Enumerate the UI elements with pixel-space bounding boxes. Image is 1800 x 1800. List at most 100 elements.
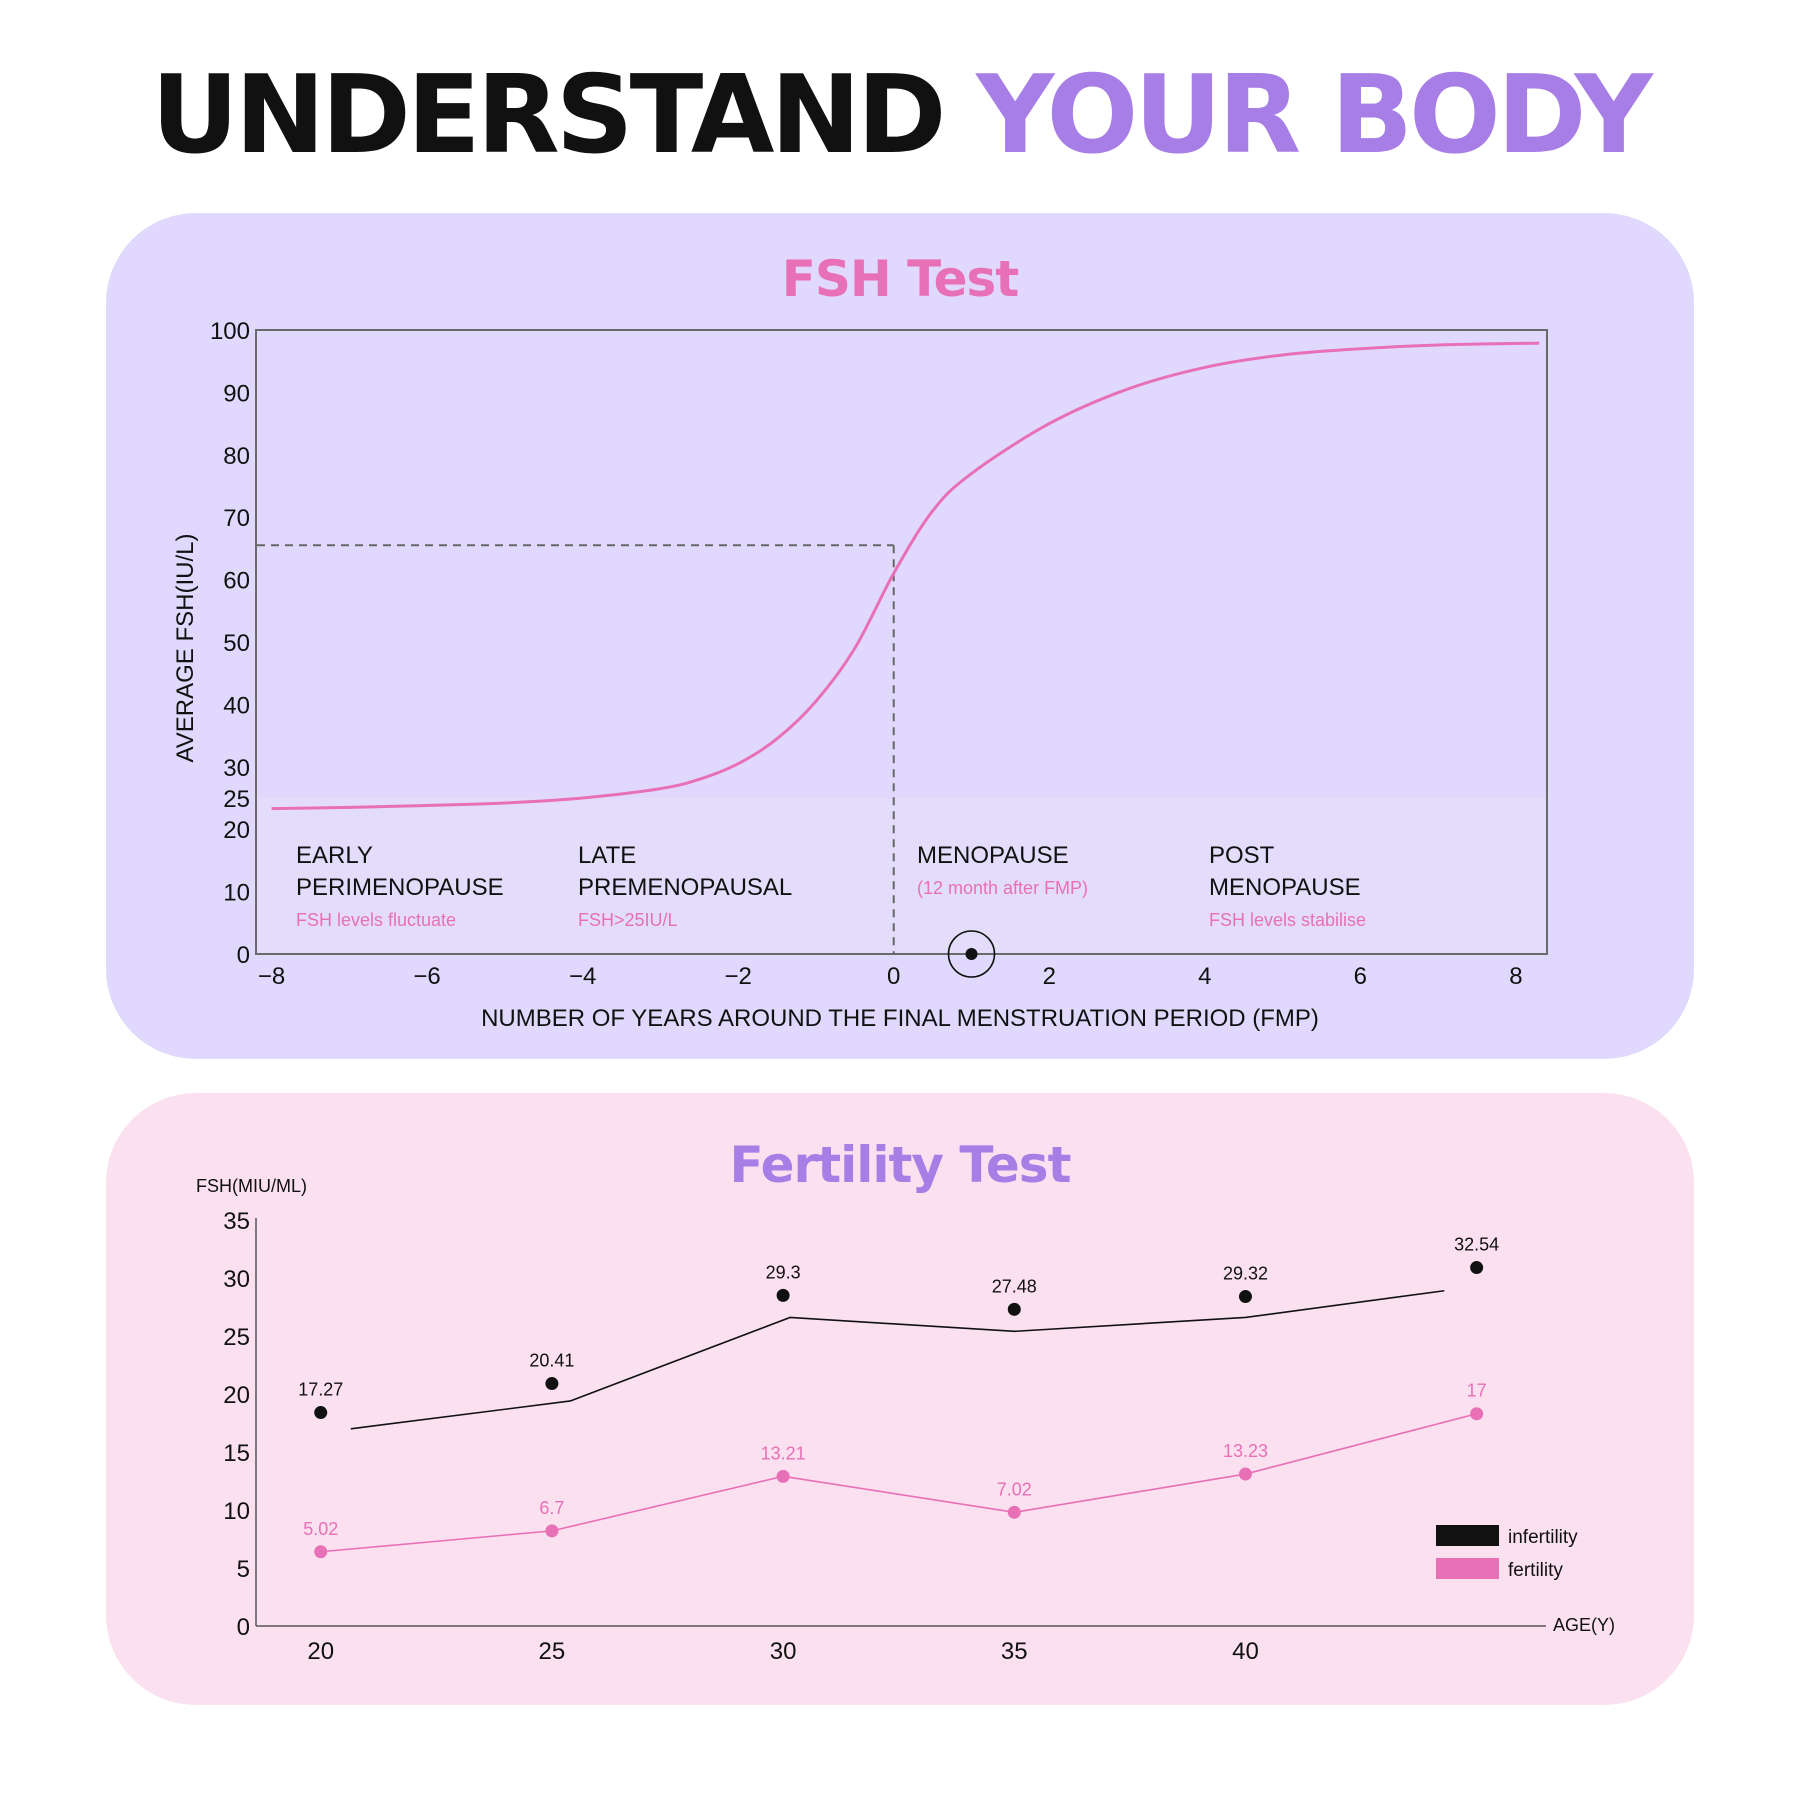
fertility-x-axis-label: AGE(Y) [1553,1615,1615,1635]
data-label-infertility: 17.27 [298,1380,343,1400]
title-part-2: YOUR BODY [976,53,1653,178]
data-point-fertility [314,1545,328,1559]
fertility-x-ticks: 20 25 30 35 40 [307,1638,1258,1665]
phase-early-perimenopause: EARLY PERIMENOPAUSE FSH levels fluctuate [296,842,504,930]
x-tick-label: 35 [1001,1638,1028,1665]
y-tick-label: 70 [223,505,250,532]
phase-note: FSH>25IU/L [578,910,678,930]
y-tick-label: 20 [223,817,250,844]
data-point-fertility [1238,1467,1252,1481]
y-tick-label: 0 [237,942,250,969]
y-tick-label: 90 [223,380,250,407]
x-tick-label: −8 [258,963,285,990]
y-tick-label: 80 [223,443,250,470]
x-tick-label: 20 [307,1638,334,1665]
fertility-chart-title: Fertility Test [730,1136,1071,1194]
legend: infertility fertility [1436,1525,1578,1581]
y-tick-label: 20 [223,1382,250,1409]
data-point-infertility [1007,1302,1021,1316]
y-tick-label: 0 [237,1614,250,1641]
x-tick-label: 8 [1509,963,1522,990]
data-point-infertility [776,1288,790,1302]
data-point-fertility [776,1469,790,1483]
phase-name: MENOPAUSE [917,842,1069,869]
data-label-infertility: 27.48 [992,1276,1037,1296]
phase-name: MENOPAUSE [1209,874,1361,901]
fertility-test-panel [106,1093,1694,1705]
y-tick-label: 30 [223,755,250,782]
x-tick-label: 0 [887,963,900,990]
fsh-plot-frame [255,329,1548,955]
fmp-marker-dot [965,948,978,960]
fsh-y-ticks: 0 10 20 25 30 40 50 60 70 80 90 100 [210,318,250,969]
phase-name: PREMENOPAUSAL [578,874,792,901]
x-tick-label: 25 [539,1638,566,1665]
fertility-points: 17.27 20.41 29.3 27.48 29.32 32.54 5.02 6.7 13.2… [298,1235,1499,1559]
x-tick-label: −2 [724,963,751,990]
data-point-fertility [1470,1407,1484,1421]
fsh-curve-line [271,341,1540,811]
y-tick-label: 60 [223,568,250,595]
data-point-fertility [1007,1505,1021,1519]
data-label-fertility: 13.21 [761,1443,806,1463]
fsh-x-axis-label: NUMBER OF YEARS AROUND THE FINAL MENSTRU… [481,1005,1319,1032]
y-tick-label: 10 [223,1498,250,1525]
y-tick-label: 5 [237,1556,250,1583]
data-point-infertility [545,1377,559,1391]
fertility-y-axis-label: FSH(MIU/ML) [196,1176,307,1196]
x-tick-label: 6 [1354,963,1367,990]
y-tick-label: 25 [223,786,250,813]
fertility-y-ticks: 0 5 10 15 20 25 30 35 [223,1208,250,1641]
phase-note: FSH levels stabilise [1209,910,1366,930]
phase-name: LATE [578,842,636,869]
y-tick-label: 30 [223,1266,250,1293]
phase-post-menopause: POST MENOPAUSE FSH levels stabilise [1209,842,1366,930]
legend-swatch-fertility [1436,1558,1499,1579]
y-tick-label: 15 [223,1440,250,1467]
phase-note: (12 month after FMP) [917,878,1088,898]
data-label-infertility: 29.3 [766,1262,801,1282]
legend-label-infertility: infertility [1508,1527,1578,1548]
y-tick-label: 25 [223,1324,250,1351]
phase-band [257,798,1546,953]
y-tick-label: 50 [223,630,250,657]
data-point-infertility [1470,1261,1484,1275]
x-tick-label: 2 [1043,963,1056,990]
y-tick-label: 100 [210,318,250,345]
x-tick-label: 30 [770,1638,797,1665]
infertility-series-line [350,1289,1445,1430]
legend-swatch-infertility [1436,1525,1499,1546]
fsh-reference-lines [257,544,895,954]
phase-menopause: MENOPAUSE (12 month after FMP) [917,842,1088,898]
data-label-infertility: 20.41 [529,1351,574,1371]
data-label-fertility: 5.02 [303,1519,338,1539]
phase-name: EARLY [296,842,373,869]
fmp-marker [947,930,996,978]
phase-name: PERIMENOPAUSE [296,874,504,901]
data-label-fertility: 7.02 [997,1479,1032,1499]
data-label-infertility: 29.32 [1223,1264,1268,1284]
y-tick-label: 40 [223,692,250,719]
data-label-fertility: 6.7 [539,1498,564,1518]
data-point-infertility [1238,1290,1252,1304]
data-label-infertility: 32.54 [1454,1235,1499,1255]
y-tick-label: 10 [223,880,250,907]
fsh-x-ticks: −8 −6 −4 −2 0 2 4 6 8 [258,963,1523,990]
data-label-fertility: 17 [1467,1381,1487,1401]
x-tick-label: −4 [569,963,596,990]
y-tick-label: 35 [223,1208,250,1235]
x-tick-label: 4 [1198,963,1211,990]
data-point-fertility [545,1524,559,1538]
x-tick-label: −6 [413,963,440,990]
fmp-marker-ring [947,930,996,978]
fsh-y-axis-label: AVERAGE FSH(IU/L) [172,534,199,763]
fsh-chart-title: FSH Test [782,250,1019,308]
data-label-fertility: 13.23 [1223,1441,1268,1461]
data-point-infertility [314,1406,328,1420]
x-tick-label: 40 [1232,1638,1259,1665]
legend-label-fertility: fertility [1508,1560,1563,1581]
phase-name: POST [1209,842,1275,869]
fertility-series-line [320,1412,1477,1553]
